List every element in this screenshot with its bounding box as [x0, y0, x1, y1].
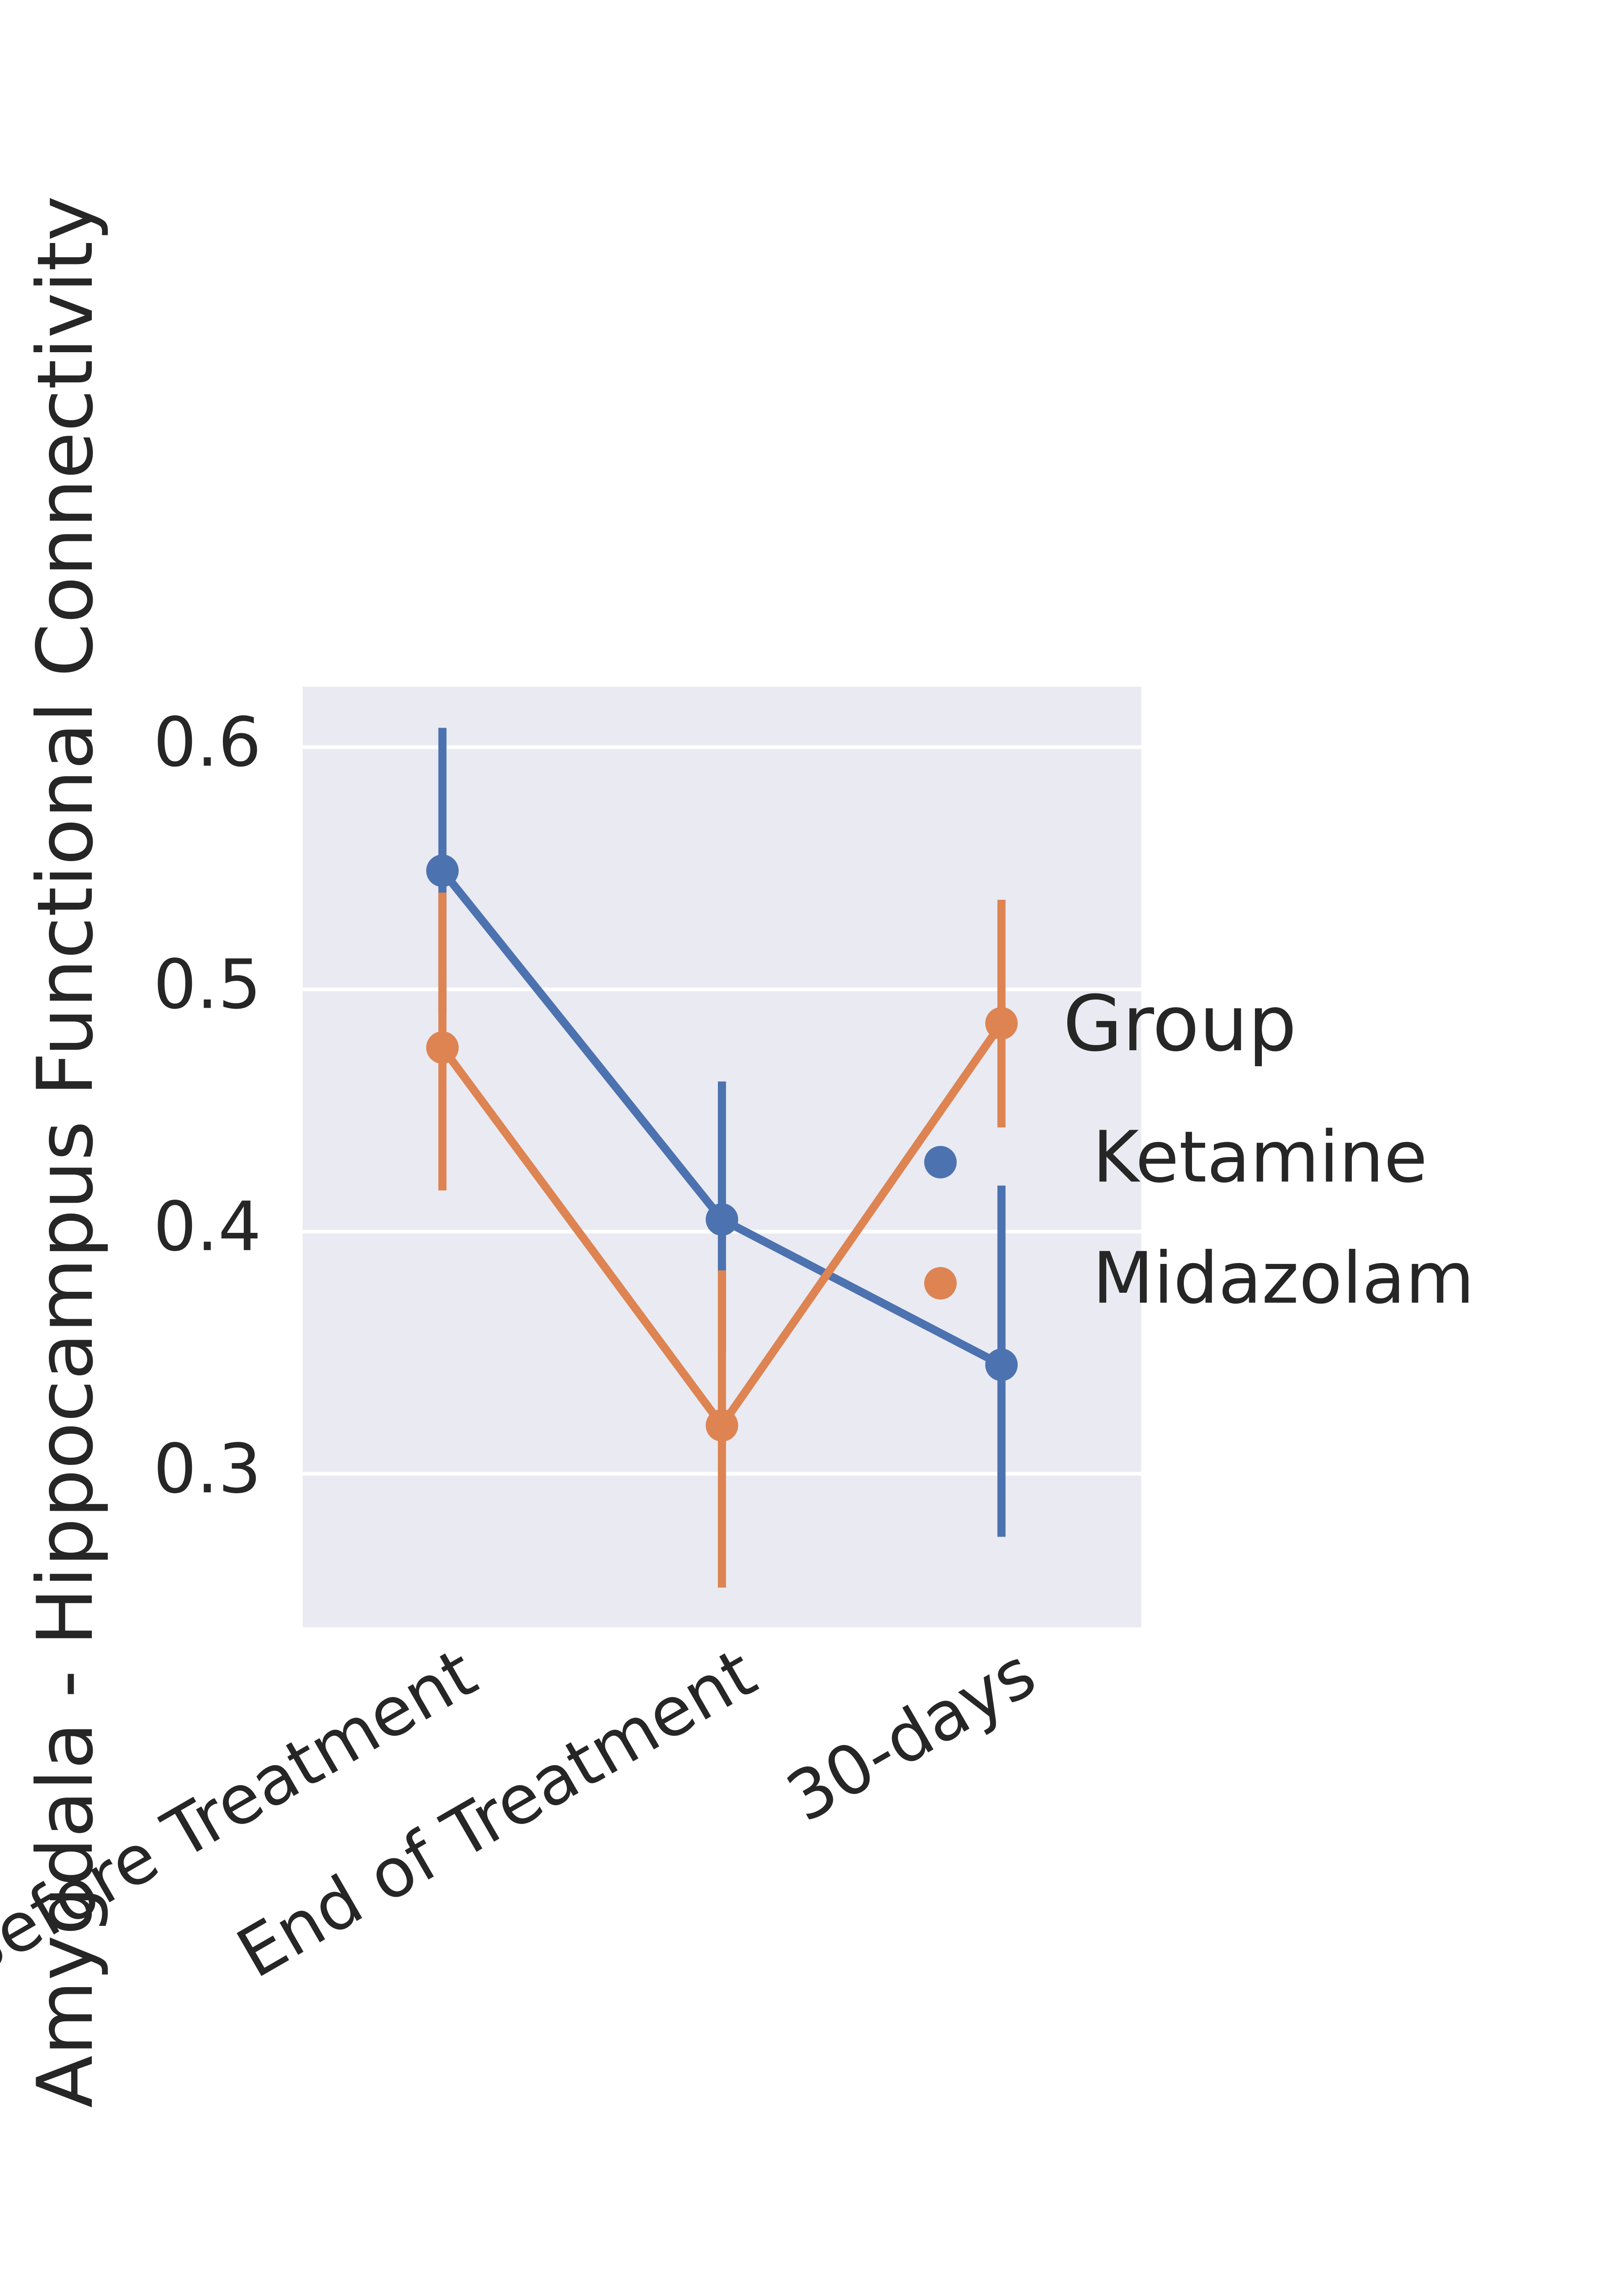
- point: [706, 1203, 738, 1236]
- y-axis-label: Amygdala - Hippocampus Functional Connec…: [21, 196, 110, 2108]
- point: [985, 1007, 1018, 1040]
- legend-marker: [924, 1146, 957, 1179]
- legend-marker: [924, 1267, 957, 1300]
- point: [426, 854, 459, 887]
- legend-label: Ketamine: [1092, 1116, 1427, 1199]
- x-tick-label: End of Treatment: [224, 1634, 769, 1993]
- x-tick-label: 30-days: [774, 1634, 1049, 1838]
- y-tick-label: 0.5: [153, 945, 261, 1024]
- legend-label: Midazolam: [1092, 1237, 1474, 1320]
- point: [426, 1031, 459, 1064]
- y-tick-label: 0.4: [153, 1188, 261, 1267]
- legend-title: Group: [1063, 979, 1297, 1068]
- point: [985, 1348, 1018, 1381]
- y-tick-label: 0.3: [153, 1430, 261, 1509]
- point: [706, 1409, 738, 1442]
- y-tick-label: 0.6: [153, 703, 261, 782]
